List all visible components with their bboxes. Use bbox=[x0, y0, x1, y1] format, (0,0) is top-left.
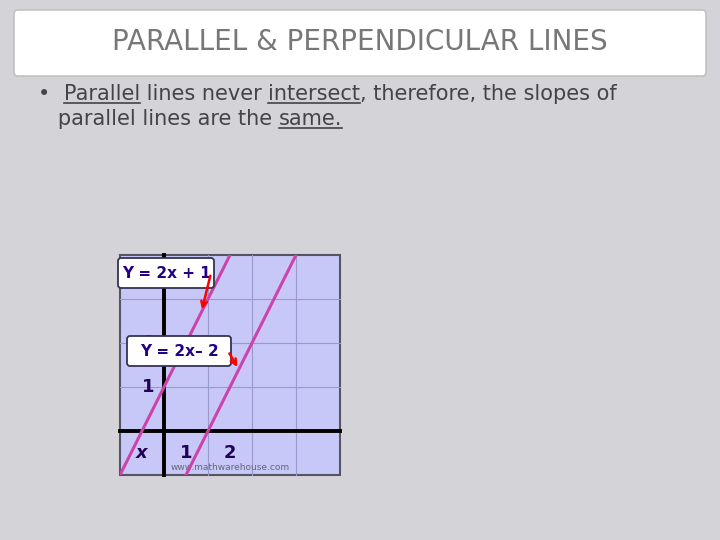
Text: parallel lines are the: parallel lines are the bbox=[38, 109, 279, 129]
Text: 2: 2 bbox=[224, 444, 236, 462]
Text: Parallel: Parallel bbox=[63, 84, 140, 104]
Text: Y = 2x + 1: Y = 2x + 1 bbox=[122, 266, 210, 280]
Text: www.mathwarehouse.com: www.mathwarehouse.com bbox=[171, 463, 289, 472]
Text: 3: 3 bbox=[143, 334, 155, 352]
Text: same.: same. bbox=[279, 109, 342, 129]
FancyBboxPatch shape bbox=[127, 336, 231, 366]
Text: intersect: intersect bbox=[268, 84, 360, 104]
FancyBboxPatch shape bbox=[14, 10, 706, 76]
Text: PARALLEL & PERPENDICULAR LINES: PARALLEL & PERPENDICULAR LINES bbox=[112, 28, 608, 56]
Text: 1: 1 bbox=[180, 444, 192, 462]
Text: lines never: lines never bbox=[140, 84, 268, 104]
Bar bbox=[120, 255, 340, 475]
FancyBboxPatch shape bbox=[118, 258, 214, 288]
Text: , therefore, the slopes of: , therefore, the slopes of bbox=[360, 84, 617, 104]
Text: x: x bbox=[136, 444, 148, 462]
Text: 1: 1 bbox=[143, 378, 155, 396]
Text: Y = 2x– 2: Y = 2x– 2 bbox=[140, 343, 218, 359]
Text: •: • bbox=[38, 84, 63, 104]
